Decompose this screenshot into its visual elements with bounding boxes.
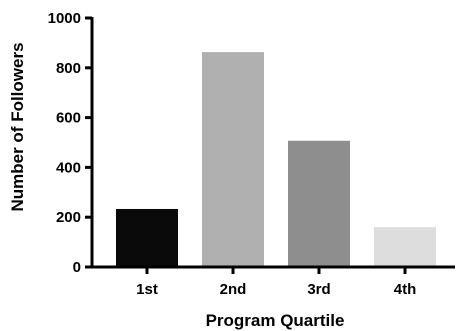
x-tick-label-2nd: 2nd	[220, 281, 247, 298]
y-axis: 0 200 400 600 800 1000	[48, 10, 94, 276]
y-axis-title: Number of Followers	[8, 42, 27, 211]
x-tick-label-4th: 4th	[394, 281, 417, 298]
x-tick-label-1st: 1st	[136, 281, 158, 298]
y-tick-label-600: 600	[56, 110, 81, 127]
y-tick-label-0: 0	[73, 259, 81, 276]
bar-4th	[374, 227, 436, 267]
y-tick-label-1000: 1000	[48, 10, 81, 27]
x-axis-title: Program Quartile	[206, 311, 345, 330]
y-tick-label-200: 200	[56, 209, 81, 226]
x-tick-label-3rd: 3rd	[307, 281, 330, 298]
bar-2nd	[202, 52, 264, 267]
bar-3rd	[288, 140, 350, 267]
y-tick-label-400: 400	[56, 159, 81, 176]
bars-group	[116, 52, 436, 267]
x-axis: 1st 2nd 3rd 4th	[90, 265, 455, 298]
bar-1st	[116, 208, 178, 267]
y-tick-label-800: 800	[56, 60, 81, 77]
